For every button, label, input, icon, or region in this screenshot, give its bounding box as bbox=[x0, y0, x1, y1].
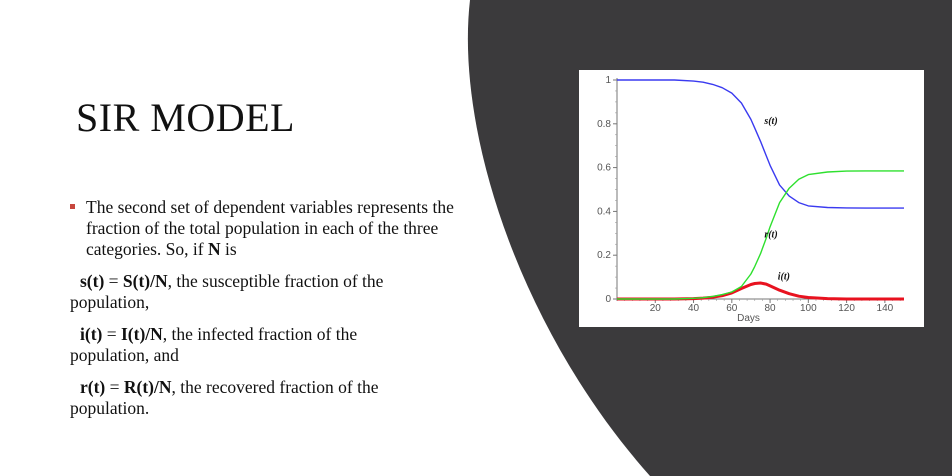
definition-infected: i(t) = I(t)/N, the infected fraction of … bbox=[70, 324, 430, 366]
definition-lhs: r(t) bbox=[80, 377, 106, 397]
definition-eq: = bbox=[105, 377, 124, 397]
curve-label: s(t) bbox=[763, 116, 777, 127]
x-axis-label: Days bbox=[737, 313, 760, 324]
definition-eq: = bbox=[102, 324, 121, 344]
sir-chart-panel: 0 0.2 0.4 0.6 0.8 1 20 40 60 80 100 120 140 Days s(t) r… bbox=[579, 70, 924, 327]
x-tick-label: 120 bbox=[838, 303, 855, 314]
curve-label: r(t) bbox=[764, 230, 777, 241]
series-line-st bbox=[617, 79, 904, 209]
definition-desc: , the recovered fraction of the populati… bbox=[70, 377, 379, 418]
x-tick-label: 140 bbox=[877, 303, 894, 314]
y-tick-label: 0.4 bbox=[597, 206, 611, 217]
definition-desc: , the susceptible fraction of the popula… bbox=[70, 271, 384, 312]
curve-label: i(t) bbox=[778, 271, 790, 282]
definition-desc: , the infected fraction of the populatio… bbox=[70, 324, 358, 365]
definition-eq: = bbox=[104, 271, 123, 291]
y-tick-label: 0.6 bbox=[597, 163, 611, 174]
definition-rhs: R(t)/N bbox=[123, 377, 172, 397]
definition-rhs: I(t)/N bbox=[120, 324, 163, 344]
slide-title: SIR MODEL bbox=[76, 95, 295, 140]
definition-rhs: S(t)/N bbox=[122, 271, 168, 291]
definition-lhs: i(t) bbox=[80, 324, 103, 344]
bullet-text-end: is bbox=[220, 239, 237, 259]
bullet-bold-n: N bbox=[207, 239, 221, 259]
x-tick-label: 20 bbox=[650, 303, 662, 314]
series-line-it bbox=[617, 281, 904, 301]
definition-lhs: s(t) bbox=[80, 271, 105, 291]
y-tick-label: 0.8 bbox=[597, 119, 611, 130]
definition-susceptible: s(t) = S(t)/N, the susceptible fraction … bbox=[70, 271, 430, 313]
bullet-paragraph: The second set of dependent variables re… bbox=[70, 197, 470, 260]
x-tick-label: 60 bbox=[726, 303, 738, 314]
y-tick-label: 0.2 bbox=[597, 250, 611, 261]
bullet-text: The second set of dependent variables re… bbox=[86, 197, 470, 260]
x-tick-label: 100 bbox=[800, 303, 817, 314]
definition-recovered: r(t) = R(t)/N, the recovered fraction of… bbox=[70, 377, 430, 419]
y-tick-label: 0 bbox=[605, 294, 611, 305]
bullet-text-part: The second set of dependent variables re… bbox=[86, 197, 454, 259]
series-line-rt bbox=[617, 170, 904, 300]
x-tick-label: 40 bbox=[688, 303, 700, 314]
x-tick-label: 80 bbox=[765, 303, 777, 314]
bullet-square-icon bbox=[70, 204, 75, 209]
y-tick-label: 1 bbox=[605, 75, 611, 86]
